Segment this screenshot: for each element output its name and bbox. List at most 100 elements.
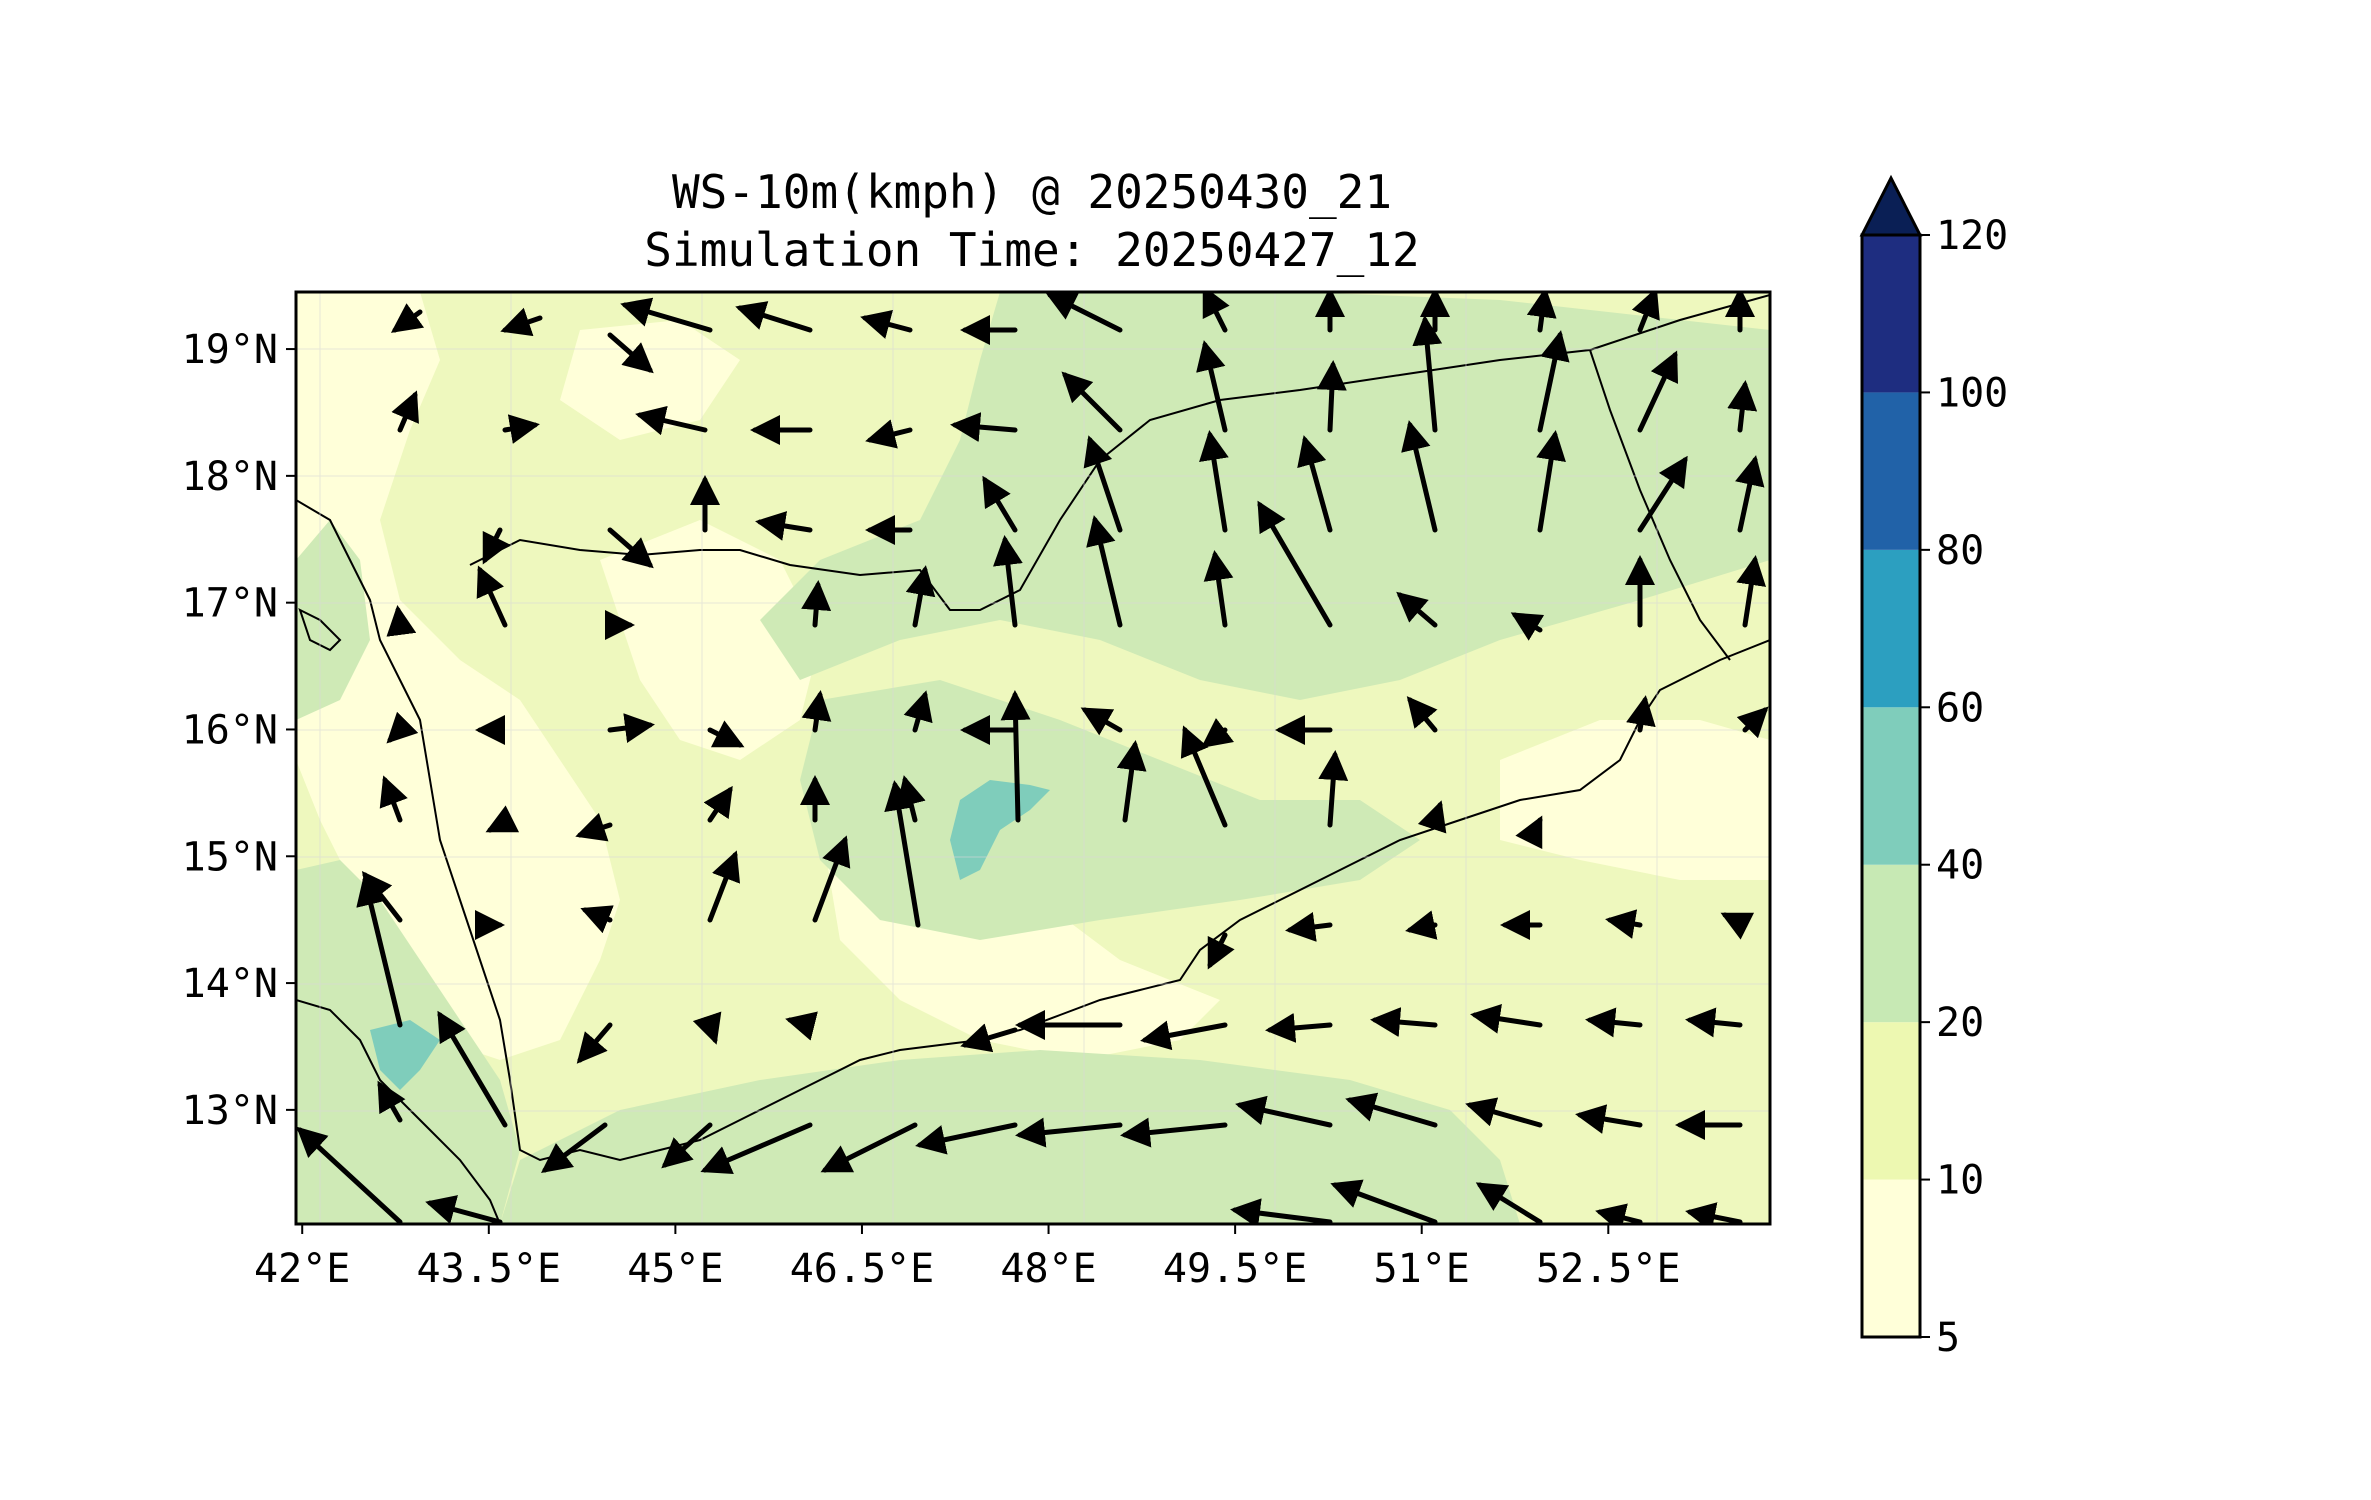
colorbar-tick-label: 5: [1936, 1315, 1960, 1361]
lon-tick-label: 42°E: [254, 1246, 350, 1292]
wind-arrow: [1180, 725, 1228, 828]
wind-arrow: [1537, 330, 1570, 433]
wind-arrow: [500, 307, 543, 337]
wind-arrow: [1637, 455, 1688, 533]
wind-arrow: [575, 812, 613, 842]
wind-arrow: [1230, 1198, 1333, 1224]
wind-arrow: [801, 580, 832, 628]
colorbar-extend-arrow: [1859, 174, 1923, 237]
wind-arrow: [1401, 420, 1438, 533]
wind-arrow: [1330, 1179, 1438, 1224]
wind-arrow: [1120, 1117, 1228, 1148]
colorbar-tick-labels: 5 10 20 40 60 80 100 120: [1920, 213, 2008, 1361]
wind-arrow: [1685, 1202, 1743, 1224]
wind-arrow: [1417, 800, 1447, 834]
wind-arrow: [1086, 515, 1123, 628]
contour-20-40-south: [500, 1050, 1520, 1224]
colorbar-segments: [1860, 233, 1922, 1339]
wind-arrow: [1412, 315, 1443, 433]
colorbar-tick-label: 80: [1936, 528, 1984, 574]
wind-arrow: [1083, 435, 1123, 533]
wind-arrow: [1605, 909, 1643, 939]
wind-arrow: [1116, 740, 1147, 823]
wind-arrow: [707, 720, 745, 748]
wind-arrow: [1235, 1095, 1333, 1128]
wind-arrow: [1199, 430, 1229, 533]
colorbar-segment: [1862, 707, 1920, 865]
wind-arrow: [425, 1195, 503, 1224]
wind-arrow: [1405, 910, 1438, 940]
lat-tick-label: 14°N: [182, 961, 278, 1007]
contour-20-40-center: [800, 680, 1420, 940]
wind-arrow: [1196, 340, 1228, 433]
wind-arrow: [1585, 1007, 1643, 1038]
wind-arrow: [661, 1122, 713, 1169]
wind-arrow: [860, 309, 913, 339]
wind-arrow: [1727, 380, 1758, 433]
lon-tick-label: 45°E: [627, 1246, 723, 1292]
colorbar-segment: [1862, 235, 1920, 393]
wind-arrow: [755, 511, 813, 541]
wind-arrow: [801, 690, 832, 733]
wind-arrow: [1140, 1020, 1228, 1051]
colorbar-segment: [1862, 864, 1920, 1023]
wind-arrow: [1297, 435, 1333, 533]
wind-arrow: [1257, 500, 1333, 628]
contour-5-10-east: [1500, 720, 1770, 880]
wind-arrow: [356, 875, 403, 1028]
wind-vectors: [296, 292, 1769, 1224]
wind-arrow: [1526, 292, 1557, 333]
wind-arrow: [1735, 455, 1765, 533]
colorbar-tick-label: 100: [1936, 370, 2008, 416]
saudi-yemen-border: [469, 294, 1770, 611]
lat-tick-label: 19°N: [182, 327, 278, 373]
wind-arrow: [1736, 706, 1769, 739]
wind-arrow: [1318, 750, 1349, 828]
wind-arrow: [485, 805, 520, 833]
wind-arrow: [993, 535, 1023, 628]
map-frame: [294, 290, 1772, 1226]
wind-arrow: [1736, 555, 1767, 628]
wind-arrow: [1575, 1104, 1643, 1134]
contour-40-60-southwest: [370, 1020, 440, 1090]
wind-arrow: [635, 406, 708, 436]
wind-arrow: [541, 1122, 608, 1173]
lat-tick-label: 17°N: [182, 581, 278, 627]
wind-arrow: [607, 713, 655, 743]
wind-arrow: [390, 303, 425, 333]
wind-arrow: [1470, 1003, 1543, 1034]
wind-arrow: [960, 1023, 1018, 1053]
lon-tick-label: 49.5°E: [1163, 1246, 1308, 1292]
chart-title-line1: WS-10m(kmph) @ 20250430_21: [672, 165, 1392, 219]
wind-arrow: [476, 565, 508, 628]
wind-arrow: [296, 1126, 403, 1224]
lat-tick-label: 15°N: [182, 834, 278, 880]
wind-arrow: [982, 475, 1018, 533]
wind-arrow: [785, 1011, 818, 1041]
map-panel: [296, 292, 1770, 1224]
wind-arrow: [1637, 350, 1679, 433]
lon-tick-label: 52.5°E: [1536, 1246, 1681, 1292]
wind-arrow: [1265, 1012, 1333, 1043]
colorbar-segment: [1862, 1022, 1920, 1180]
contour-5-10-center: [600, 520, 820, 760]
wind-arrow: [379, 775, 408, 823]
wind-arrow: [482, 527, 510, 565]
wind-arrow: [1631, 292, 1660, 333]
wind-arrow: [1316, 360, 1347, 433]
wind-arrow: [1061, 371, 1123, 433]
wind-arrow: [377, 1080, 406, 1123]
wind-arrow: [437, 1010, 508, 1128]
wind-arrow: [950, 412, 1018, 443]
wind-arrow: [607, 527, 654, 569]
wind-arrow: [1080, 707, 1123, 736]
wind-arrow: [1720, 912, 1755, 940]
lon-tick-label: 43.5°E: [417, 1246, 562, 1292]
chart-title-line2: Simulation Time: 20250427_12: [644, 223, 1419, 277]
contour-40-60-center: [950, 780, 1050, 880]
red-sea-islands: [298, 608, 342, 652]
wind-arrow: [1685, 1007, 1743, 1038]
wind-arrow: [707, 850, 741, 923]
wind-arrow: [620, 297, 713, 333]
